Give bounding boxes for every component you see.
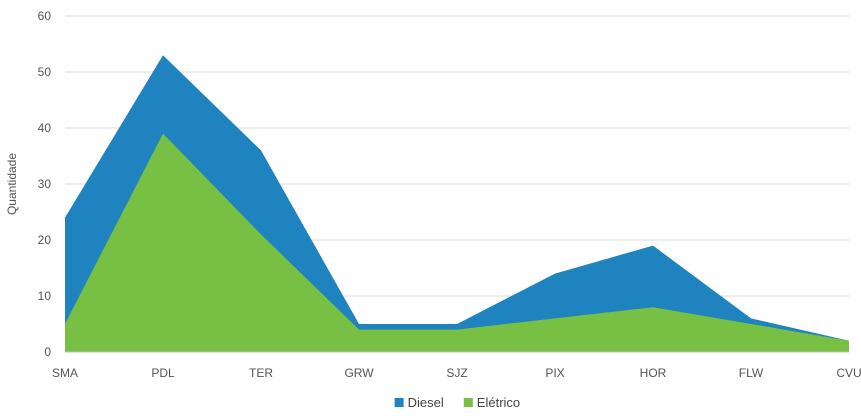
legend-item: Elétrico (463, 395, 520, 410)
y-axis-title: Quantidade (5, 153, 19, 215)
legend-swatch (394, 398, 404, 407)
series-areas (65, 55, 849, 352)
legend-swatch (463, 398, 473, 407)
x-tick-label: FLW (739, 366, 764, 380)
y-tick-label: 30 (38, 177, 52, 191)
x-tick-label: SMA (52, 366, 78, 380)
y-tick-label: 0 (44, 345, 51, 359)
y-tick-label: 10 (38, 289, 52, 303)
x-tick-label: CVU (836, 366, 861, 380)
x-tick-label: PIX (545, 366, 564, 380)
legend-label: Elétrico (477, 395, 520, 410)
x-tick-label: PDL (151, 366, 175, 380)
x-tick-label: GRW (344, 366, 374, 380)
x-tick-label: SJZ (446, 366, 467, 380)
y-tick-label: 40 (38, 121, 52, 135)
y-tick-label: 50 (38, 65, 52, 79)
x-tick-label: HOR (640, 366, 667, 380)
legend-item: Diesel (394, 395, 444, 410)
axes: 0 10 20 30 40 50 60 SMA PDL TER GRW SJZ PIX HOR FLW CVU (38, 9, 861, 380)
legend: Diesel Elétrico (394, 395, 520, 410)
y-tick-label: 20 (38, 233, 52, 247)
legend-label: Diesel (408, 395, 444, 410)
y-tick-label: 60 (38, 9, 52, 23)
x-tick-label: TER (249, 366, 273, 380)
series-area-eletrico (65, 133, 849, 352)
